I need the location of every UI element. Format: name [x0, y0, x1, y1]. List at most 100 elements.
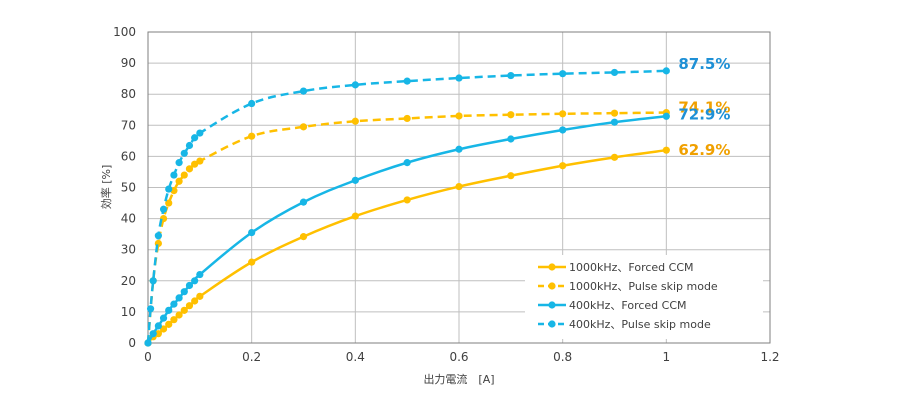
legend-label: 400kHz、Pulse skip mode	[569, 318, 711, 331]
data-point	[191, 160, 199, 168]
data-point	[610, 153, 619, 161]
legend-marker	[548, 282, 556, 290]
data-point	[610, 68, 619, 77]
series-lines	[144, 67, 670, 347]
data-point	[170, 300, 178, 308]
data-point	[175, 294, 183, 302]
legend-label: 400kHz、Forced CCM	[569, 299, 687, 312]
end-value-label: 62.9%	[678, 141, 730, 159]
data-point	[196, 157, 204, 165]
x-tick-label: 0	[144, 350, 152, 364]
data-point	[191, 297, 199, 305]
data-point	[180, 171, 188, 179]
data-point	[185, 302, 194, 310]
y-tick-label: 30	[121, 243, 136, 257]
data-point	[175, 159, 183, 167]
data-point	[507, 71, 515, 80]
data-point	[248, 132, 256, 140]
legend-item: 400kHz、Forced CCM	[538, 299, 687, 312]
data-point	[159, 205, 168, 213]
data-point	[662, 112, 670, 120]
legend: 1000kHz、Forced CCM 1000kHz、Pulse skip mod…	[525, 255, 763, 339]
data-point	[196, 270, 204, 279]
end-value-label: 74.1%	[678, 99, 730, 117]
data-point	[662, 146, 670, 154]
x-tick-label: 0.6	[449, 350, 468, 364]
legend-label: 1000kHz、Forced CCM	[569, 261, 694, 274]
data-point	[559, 126, 567, 134]
data-point	[403, 114, 411, 123]
y-tick-label: 60	[121, 149, 136, 163]
series-line	[146, 111, 667, 344]
data-point	[351, 212, 359, 220]
legend-marker	[548, 301, 556, 309]
legend-marker	[548, 320, 556, 328]
x-tick-label: 1.2	[760, 350, 779, 364]
data-point	[159, 325, 168, 333]
y-tick-label: 40	[121, 212, 136, 226]
series-2	[144, 112, 670, 347]
data-point	[154, 330, 162, 338]
data-point	[610, 118, 619, 126]
data-point	[403, 77, 411, 85]
y-tick-label: 90	[121, 56, 136, 70]
data-point	[154, 322, 162, 330]
data-point	[170, 316, 178, 324]
data-point	[175, 177, 183, 185]
data-point	[299, 123, 308, 131]
x-tick-label: 1	[663, 350, 671, 364]
data-point	[180, 149, 188, 157]
x-tick-labels: 0 0.2 0.4 0.6 0.8 1 1.2	[144, 350, 779, 364]
y-tick-label: 80	[121, 87, 136, 101]
x-tick-label: 0.8	[553, 350, 572, 364]
data-point	[662, 67, 670, 75]
y-tick-label: 20	[121, 274, 136, 288]
data-point	[170, 171, 178, 179]
legend-item: 1000kHz、Pulse skip mode	[538, 280, 718, 293]
data-point	[351, 81, 359, 89]
legend-marker	[548, 263, 556, 271]
data-point	[196, 292, 204, 300]
y-tick-label: 0	[128, 336, 136, 350]
end-value-labels: 87.5% 74.1%72.9% 62.9%	[678, 55, 730, 159]
plot-area-frame	[147, 31, 771, 344]
data-point	[299, 87, 308, 95]
end-value-label: 72.9%	[678, 105, 730, 123]
legend-label: 1000kHz、Pulse skip mode	[569, 280, 718, 293]
y-tick-label: 100	[113, 25, 136, 39]
data-point	[159, 314, 168, 322]
data-point	[165, 199, 173, 207]
data-point	[455, 182, 463, 191]
y-tick-label: 10	[121, 305, 136, 319]
data-point	[185, 165, 194, 173]
data-point	[507, 172, 515, 180]
data-point	[559, 162, 567, 170]
series-3	[144, 67, 670, 347]
data-point	[149, 277, 157, 285]
data-point	[299, 198, 308, 206]
data-point	[165, 185, 173, 193]
x-axis-title: 出力電流 [A]	[423, 372, 494, 386]
y-axis-title: 効率 [%]	[99, 165, 113, 210]
data-point	[507, 111, 515, 119]
data-point	[149, 330, 157, 338]
data-point	[191, 134, 199, 142]
data-point	[154, 232, 162, 240]
data-point	[175, 311, 183, 319]
data-point	[559, 70, 567, 78]
end-value-label: 87.5%	[678, 55, 730, 73]
x-tick-label: 0.4	[346, 350, 365, 364]
data-point	[165, 320, 173, 328]
legend-item: 400kHz、Pulse skip mode	[538, 318, 711, 331]
y-tick-label: 70	[121, 118, 136, 132]
data-point	[144, 339, 152, 347]
data-point	[610, 109, 619, 117]
data-point	[191, 277, 199, 285]
data-point	[351, 176, 359, 184]
data-point	[180, 306, 188, 314]
data-point	[196, 129, 204, 137]
data-point	[165, 306, 173, 314]
data-point	[455, 112, 463, 120]
data-point	[299, 233, 308, 241]
